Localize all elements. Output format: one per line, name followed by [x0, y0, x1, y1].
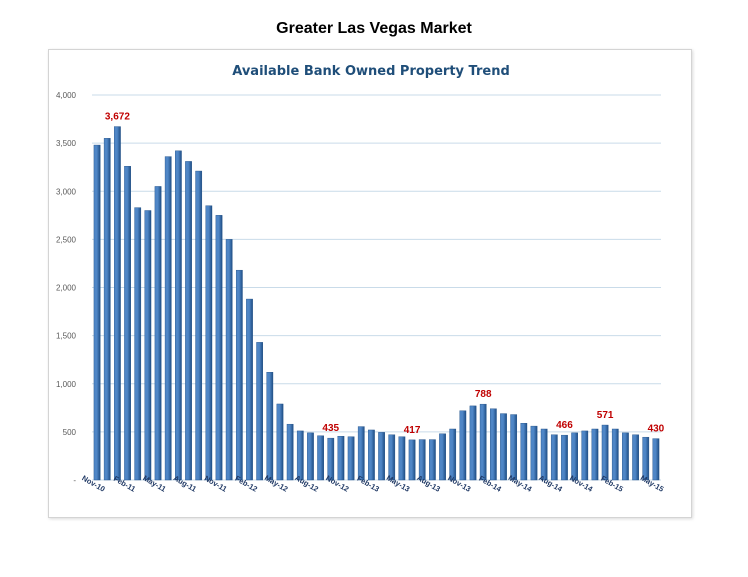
bar-chart: Available Bank Owned Property Trend - 500… — [56, 64, 666, 494]
bar — [469, 405, 477, 481]
bar — [561, 434, 568, 481]
bar — [408, 439, 416, 481]
y-tick-label: 1,500 — [56, 332, 77, 341]
y-tick-label: 2,000 — [56, 284, 77, 293]
bar — [652, 438, 660, 481]
x-tick-label: Aug-11 — [172, 473, 198, 493]
data-label: 466 — [556, 420, 573, 431]
bar — [418, 439, 426, 481]
bar — [266, 372, 274, 481]
bar — [307, 432, 314, 481]
bar — [195, 170, 203, 481]
bar — [571, 432, 578, 481]
bar — [591, 428, 599, 481]
x-tick-label: May-12 — [263, 473, 290, 494]
bar — [530, 425, 538, 481]
x-tick-label: Nov-12 — [324, 473, 350, 493]
bar — [500, 413, 507, 481]
x-tick-label: Aug-13 — [415, 473, 442, 494]
y-tick-label: 1,000 — [56, 380, 77, 389]
bar — [439, 433, 446, 481]
bar — [337, 436, 345, 481]
bar — [144, 210, 152, 481]
bar — [205, 205, 213, 481]
data-label: 3,672 — [105, 112, 130, 123]
bar — [642, 436, 650, 481]
bar — [479, 403, 487, 481]
chart-title: Available Bank Owned Property Trend — [232, 64, 510, 79]
bar — [550, 434, 558, 481]
bar — [124, 166, 131, 481]
bar — [398, 436, 406, 481]
data-label: 430 — [648, 424, 665, 435]
bar — [327, 437, 335, 481]
bar — [540, 428, 548, 481]
y-tick-label: 3,500 — [56, 139, 77, 148]
x-tick-label: Nov-11 — [203, 474, 229, 494]
y-tick-label: - — [73, 476, 76, 485]
data-label: 417 — [404, 425, 421, 436]
x-tick-label: Aug-12 — [293, 473, 320, 494]
bar — [632, 434, 639, 481]
bar — [378, 432, 385, 481]
x-tick-label: Nov-10 — [80, 473, 106, 493]
bar — [317, 435, 324, 481]
y-tick-label: 4,000 — [56, 91, 77, 100]
data-label: 435 — [322, 423, 339, 434]
bar — [622, 432, 629, 481]
annotations: 3,672 435 417 788 466 571 430 — [105, 112, 665, 436]
bar — [286, 423, 294, 481]
bar — [175, 150, 182, 481]
bar — [256, 342, 264, 481]
bar — [449, 428, 457, 481]
bar — [235, 269, 243, 481]
bar — [276, 403, 284, 481]
chart-frame: Available Bank Owned Property Trend - 500… — [48, 49, 692, 518]
data-label: 571 — [597, 410, 614, 421]
x-tick-label: May-13 — [385, 473, 412, 494]
y-tick-label: 3,000 — [56, 187, 77, 196]
x-tick-label: Aug-14 — [537, 473, 564, 494]
x-tick-label: Nov-13 — [446, 473, 472, 493]
bar — [215, 215, 223, 481]
bar — [103, 138, 111, 481]
bar — [601, 424, 609, 481]
bar — [510, 414, 518, 481]
x-tick-label: May-11 — [141, 473, 167, 493]
bar — [368, 429, 375, 481]
bar — [520, 423, 528, 481]
data-label: 788 — [475, 389, 492, 400]
bar — [459, 410, 467, 481]
bar — [581, 430, 589, 481]
bar — [225, 239, 233, 481]
y-tick-label: 2,500 — [56, 235, 77, 244]
bar — [489, 408, 497, 481]
bar — [114, 126, 121, 481]
bar — [246, 298, 253, 481]
x-tick-label: May-15 — [639, 473, 666, 494]
bar — [296, 430, 304, 481]
bars — [93, 126, 660, 481]
y-axis-ticks: - 500 1,000 1,500 2,000 2,500 3,000 3,500 4,000 — [56, 91, 77, 485]
bar — [357, 426, 365, 481]
bar — [388, 434, 396, 481]
bar — [154, 186, 162, 481]
bar — [93, 144, 101, 481]
y-tick-label: 500 — [63, 428, 77, 437]
bar — [429, 439, 436, 481]
bar — [134, 207, 142, 481]
x-tick-label: May-14 — [507, 473, 534, 494]
bar — [611, 428, 619, 481]
bar — [347, 436, 355, 481]
bar — [185, 161, 192, 481]
page-title: Greater Las Vegas Market — [276, 20, 472, 37]
bar — [164, 156, 172, 481]
